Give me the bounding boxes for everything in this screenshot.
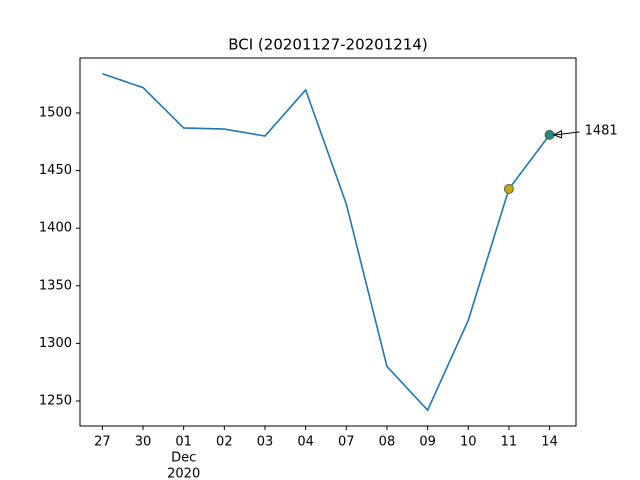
y-tick-label: 1250 — [39, 393, 72, 408]
x-tick-label: 30 — [135, 435, 152, 450]
x-tick-label: Dec — [171, 451, 196, 466]
y-tick-label: 1350 — [39, 278, 72, 293]
x-tick-label: 01 — [175, 435, 192, 450]
annotation-arrow — [555, 131, 580, 136]
x-tick-label: 14 — [541, 435, 558, 450]
x-tick-label: 03 — [257, 435, 274, 450]
x-tick-label: 08 — [379, 435, 396, 450]
annotation-arrowhead — [552, 130, 563, 139]
line — [102, 73, 551, 412]
annotation: 1481 — [585, 123, 618, 138]
x-tick-label: 09 — [419, 435, 436, 450]
y-tick-label: 1500 — [39, 105, 72, 120]
y-tick-label: 1450 — [39, 163, 72, 178]
y-tick-label: 1400 — [39, 221, 72, 236]
chart-title: BCI (20201127-20201214) — [228, 36, 428, 54]
x-tick-label: 2020 — [167, 467, 200, 480]
x-tick-label: 11 — [501, 435, 518, 450]
x-tick-label: 07 — [338, 435, 355, 450]
y-tick-label: 1300 — [39, 336, 72, 351]
plot-frame — [79, 57, 577, 427]
highlight-marker — [503, 184, 514, 195]
x-tick-label: 02 — [216, 435, 233, 450]
x-tick-label: 27 — [94, 435, 111, 450]
x-tick-label: 10 — [460, 435, 477, 450]
x-tick-label: 04 — [297, 435, 314, 450]
